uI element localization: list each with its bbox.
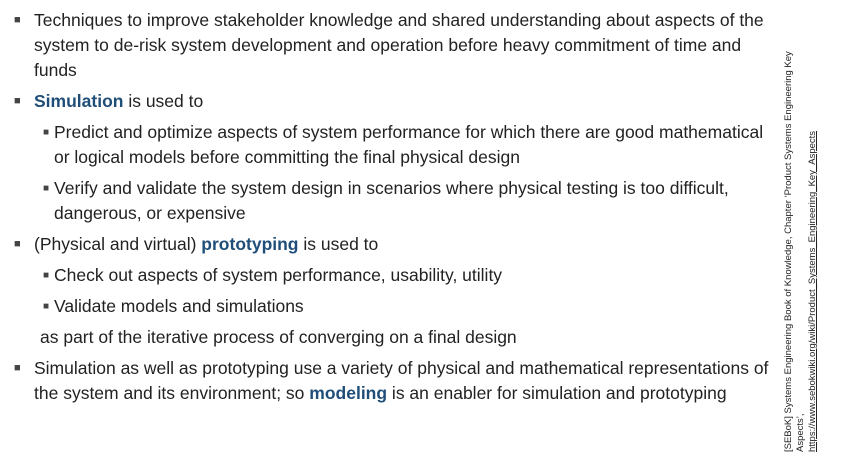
bullet-text: Techniques to improve stakeholder knowle…	[34, 10, 764, 80]
sub-bullet-check: ■ Check out aspects of system performanc…	[12, 263, 772, 288]
bullet-list: ■ Techniques to improve stakeholder know…	[12, 8, 772, 412]
sub-bullet-text: Check out aspects of system performance,…	[54, 265, 503, 285]
bullet-techniques: ■ Techniques to improve stakeholder know…	[12, 8, 772, 83]
square-bullet-icon: ■	[14, 14, 21, 26]
bullet-prototyping: ■ (Physical and virtual) prototyping is …	[12, 232, 772, 257]
keyword-simulation: Simulation	[34, 91, 124, 111]
square-bullet-icon: ■	[43, 301, 50, 312]
sub-bullet-text: Validate models and simulations	[54, 296, 304, 316]
reference-link[interactable]: https://www.sebokwiki.org/wiki/Product_S…	[807, 130, 818, 452]
square-bullet-icon: ■	[43, 183, 50, 194]
keyword-prototyping: prototyping	[201, 234, 299, 254]
sub-bullet-text: Verify and validate the system design in…	[54, 178, 729, 223]
bullet-text: is an enabler for simulation and prototy…	[387, 383, 727, 403]
sub-bullet-predict: ■ Predict and optimize aspects of system…	[12, 120, 772, 170]
continuation-text: as part of the iterative process of conv…	[40, 327, 517, 347]
reference-text: [SEBoK] Systems Engineering Book of Know…	[783, 51, 806, 452]
sub-bullet-text: Predict and optimize aspects of system p…	[54, 122, 764, 167]
bullet-text: Simulation as well as prototyping use a …	[34, 358, 769, 403]
keyword-modeling: modeling	[309, 383, 388, 403]
square-bullet-icon: ■	[43, 127, 50, 138]
bullet-modeling: ■ Simulation as well as prototyping use …	[12, 356, 772, 406]
reference-note: [SEBoK] Systems Engineering Book of Know…	[783, 12, 839, 452]
bullet-text: (Physical and virtual)	[34, 234, 202, 254]
bullet-text: is used to	[123, 91, 204, 111]
square-bullet-icon: ■	[14, 362, 21, 374]
sub-bullet-validate: ■ Validate models and simulations	[12, 294, 772, 319]
sub-bullet-verify: ■ Verify and validate the system design …	[12, 176, 772, 226]
square-bullet-icon: ■	[14, 238, 21, 250]
square-bullet-icon: ■	[14, 95, 21, 107]
square-bullet-icon: ■	[43, 270, 50, 281]
bullet-simulation: ■ Simulation is used to	[12, 89, 772, 114]
bullet-text: is used to	[298, 234, 379, 254]
